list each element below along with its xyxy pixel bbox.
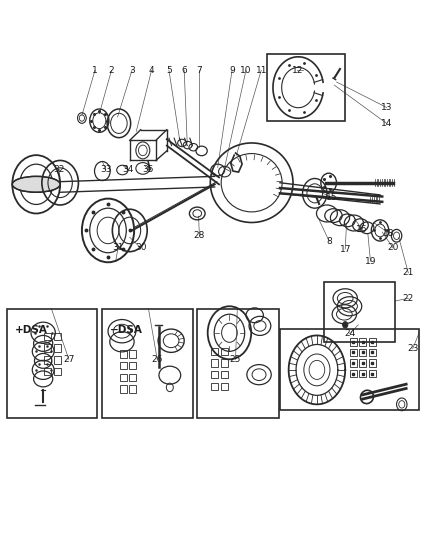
Bar [129,385,136,393]
Bar [369,349,376,356]
Text: +DSA: +DSA [14,325,47,335]
Bar [280,328,419,410]
Text: 4: 4 [149,66,154,75]
Bar [350,359,357,367]
Text: 34: 34 [122,165,133,174]
Text: 20: 20 [387,244,399,253]
Bar [120,350,127,358]
Circle shape [343,321,348,328]
Text: 24: 24 [344,329,355,338]
Text: 33: 33 [100,165,112,174]
Bar [102,309,193,418]
Bar [350,370,357,377]
Text: 19: 19 [365,257,376,265]
Bar [129,350,136,358]
Text: 2: 2 [109,66,114,75]
Bar [369,338,376,345]
Text: 8: 8 [326,237,332,246]
Bar [211,359,218,367]
Text: 35: 35 [143,165,154,174]
Bar [54,368,61,375]
Text: 7: 7 [197,66,202,75]
Text: 10: 10 [240,66,252,75]
Bar [54,333,61,340]
Bar [45,368,51,375]
Bar [211,383,218,390]
Bar [221,348,228,355]
Bar [45,333,51,340]
Text: 1: 1 [92,66,98,75]
Bar [359,359,366,367]
Bar [129,374,136,381]
Text: 32: 32 [53,165,65,174]
Bar [45,344,51,352]
Text: 3: 3 [129,66,135,75]
Bar [221,359,228,367]
Bar [211,348,218,355]
Bar [7,309,97,418]
Text: 22: 22 [403,294,414,303]
Text: 26: 26 [152,355,163,364]
Bar [120,385,127,393]
Bar [359,349,366,356]
Text: 31: 31 [112,244,124,253]
Bar [54,344,61,352]
Bar [350,349,357,356]
Text: 30: 30 [135,244,146,253]
Ellipse shape [12,176,60,192]
Text: 27: 27 [63,355,74,364]
Text: 9: 9 [229,66,235,75]
Bar [324,282,395,342]
Bar [359,370,366,377]
Bar [45,356,51,364]
Text: 11: 11 [255,66,267,75]
Bar [369,359,376,367]
Bar [129,362,136,369]
Text: 17: 17 [339,245,351,254]
Bar [221,371,228,378]
Text: 6: 6 [181,66,187,75]
Bar [267,54,345,120]
Text: 13: 13 [381,103,392,112]
Bar [211,371,218,378]
Text: 23: 23 [407,344,418,353]
Bar [120,374,127,381]
Bar [369,370,376,377]
Text: 15: 15 [326,193,338,202]
Text: 18: 18 [383,229,395,238]
Bar [197,309,279,418]
Bar [120,362,127,369]
Text: 14: 14 [381,119,392,128]
Bar [359,338,366,345]
Text: 28: 28 [194,231,205,240]
Bar [54,356,61,364]
Text: 16: 16 [356,225,367,234]
Bar [221,383,228,390]
Text: 25: 25 [230,355,241,364]
Text: 12: 12 [292,66,303,75]
Bar [350,338,357,345]
Text: 21: 21 [403,268,414,277]
Text: 5: 5 [166,66,172,75]
Text: −DSA: −DSA [110,325,143,335]
